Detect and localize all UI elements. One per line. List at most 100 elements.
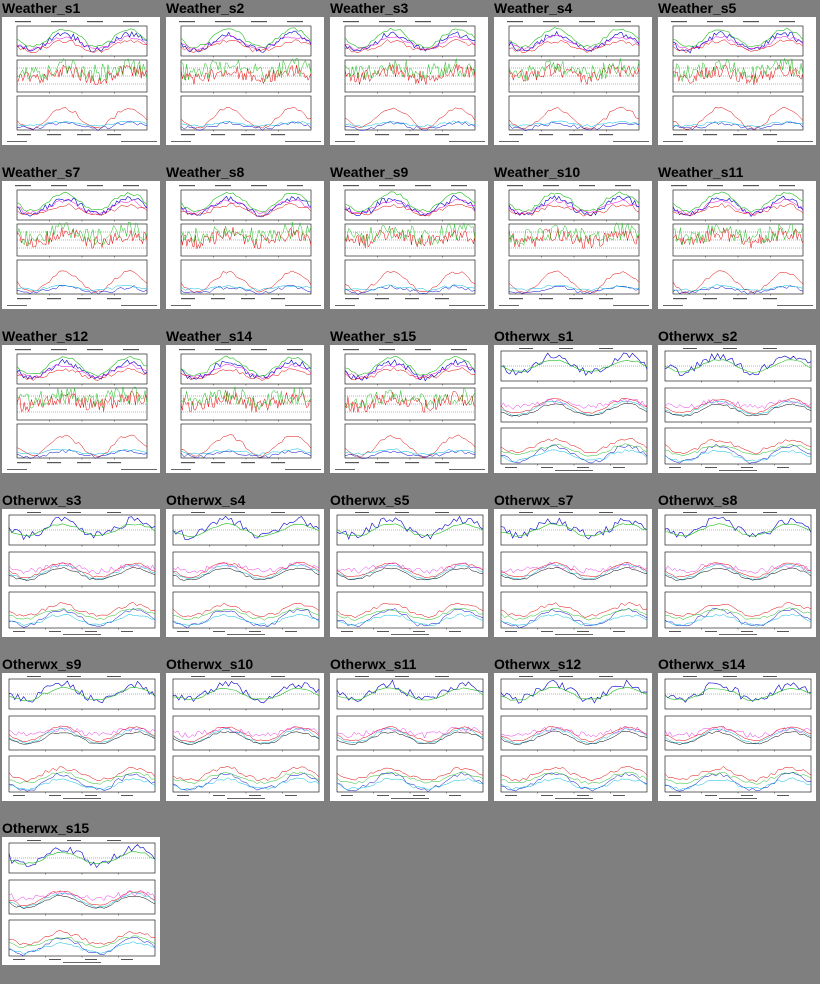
thumbnail-card[interactable]: Otherwx_s1 (492, 328, 656, 492)
thumbnail-image[interactable] (494, 17, 652, 145)
thumbnail-image[interactable] (2, 345, 160, 473)
thumbnail-image[interactable] (166, 509, 324, 637)
weather-plot-graphic (663, 185, 813, 306)
thumbnail-title[interactable]: Otherwx_s2 (658, 328, 738, 344)
thumbnail-card[interactable]: Otherwx_s14 (656, 656, 820, 820)
thumbnail-image[interactable] (494, 509, 652, 637)
thumbnail-image[interactable] (2, 673, 160, 801)
weather-plot-graphic (335, 349, 485, 470)
weather-plot-graphic (8, 512, 156, 635)
thumbnail-title[interactable]: Weather_s3 (330, 0, 409, 16)
thumbnail-image[interactable] (2, 837, 160, 965)
thumbnail-image[interactable] (166, 181, 324, 309)
thumbnail-title[interactable]: Weather_s11 (658, 164, 744, 180)
thumbnail-image[interactable] (658, 509, 816, 637)
thumbnail-title[interactable]: Weather_s9 (330, 164, 409, 180)
thumbnail-image[interactable] (330, 17, 488, 145)
thumbnail-image[interactable] (166, 673, 324, 801)
thumbnail-image[interactable] (166, 345, 324, 473)
weather-plot-graphic (7, 185, 157, 306)
thumbnail-image[interactable] (2, 17, 160, 145)
thumbnail-card[interactable]: Weather_s8 (164, 164, 328, 328)
thumbnail-title[interactable]: Otherwx_s5 (330, 492, 410, 508)
weather-plot-graphic (172, 676, 320, 799)
weather-plot-graphic (171, 349, 321, 470)
thumbnail-image[interactable] (166, 17, 324, 145)
thumbnail-title[interactable]: Weather_s12 (2, 328, 89, 344)
thumbnail-card[interactable]: Weather_s7 (0, 164, 164, 328)
thumbnail-card[interactable]: Weather_s1 (0, 0, 164, 164)
thumbnail-image[interactable] (494, 345, 652, 473)
thumbnail-card[interactable]: Otherwx_s10 (164, 656, 328, 820)
weather-plot-graphic (336, 676, 484, 799)
thumbnail-card[interactable]: Otherwx_s2 (656, 328, 820, 492)
thumbnail-card[interactable]: Otherwx_s15 (0, 820, 164, 984)
thumbnail-title[interactable]: Otherwx_s1 (494, 328, 574, 344)
weather-plot-graphic (8, 840, 156, 963)
thumbnail-image[interactable] (658, 181, 816, 309)
thumbnail-card[interactable]: Weather_s14 (164, 328, 328, 492)
thumbnail-image[interactable] (494, 673, 652, 801)
weather-plot-graphic (500, 512, 648, 635)
thumbnail-card[interactable]: Weather_s5 (656, 0, 820, 164)
weather-plot-graphic (8, 676, 156, 799)
weather-plot-graphic (500, 676, 648, 799)
thumbnail-image[interactable] (658, 17, 816, 145)
thumbnail-image[interactable] (330, 181, 488, 309)
weather-plot-graphic (335, 185, 485, 306)
thumbnail-image[interactable] (2, 181, 160, 309)
thumbnail-image[interactable] (658, 673, 816, 801)
thumbnail-title[interactable]: Weather_s8 (166, 164, 245, 180)
thumbnail-image[interactable] (330, 509, 488, 637)
thumbnail-image[interactable] (2, 509, 160, 637)
thumbnail-card[interactable]: Weather_s10 (492, 164, 656, 328)
thumbnail-image[interactable] (494, 181, 652, 309)
thumbnail-card[interactable]: Weather_s3 (328, 0, 492, 164)
thumbnail-title[interactable]: Weather_s4 (494, 0, 573, 16)
thumbnail-card[interactable]: Otherwx_s9 (0, 656, 164, 820)
thumbnail-title[interactable]: Otherwx_s8 (658, 492, 738, 508)
thumbnail-title[interactable]: Otherwx_s4 (166, 492, 246, 508)
thumbnail-image[interactable] (330, 673, 488, 801)
thumbnail-title[interactable]: Weather_s1 (2, 0, 81, 16)
weather-plot-graphic (499, 185, 649, 306)
thumbnail-card[interactable]: Otherwx_s4 (164, 492, 328, 656)
thumbnail-title[interactable]: Otherwx_s11 (330, 656, 417, 672)
thumbnail-title[interactable]: Weather_s2 (166, 0, 245, 16)
weather-plot-graphic (500, 348, 648, 471)
weather-plot-graphic (7, 21, 157, 142)
thumbnail-card[interactable]: Weather_s12 (0, 328, 164, 492)
thumbnail-card[interactable]: Otherwx_s12 (492, 656, 656, 820)
thumbnail-card[interactable]: Otherwx_s3 (0, 492, 164, 656)
thumbnail-title[interactable]: Otherwx_s15 (2, 820, 90, 836)
thumbnail-image[interactable] (330, 345, 488, 473)
thumbnail-title[interactable]: Weather_s14 (166, 328, 253, 344)
thumbnail-title[interactable]: Otherwx_s3 (2, 492, 82, 508)
thumbnail-title[interactable]: Otherwx_s10 (166, 656, 254, 672)
thumbnail-card[interactable]: Otherwx_s8 (656, 492, 820, 656)
weather-plot-graphic (499, 21, 649, 142)
thumbnail-card[interactable]: Weather_s11 (656, 164, 820, 328)
weather-plot-graphic (663, 21, 813, 142)
thumbnail-card[interactable]: Weather_s9 (328, 164, 492, 328)
thumbnail-title[interactable]: Weather_s10 (494, 164, 581, 180)
thumbnail-title[interactable]: Otherwx_s7 (494, 492, 574, 508)
thumbnail-title[interactable]: Otherwx_s14 (658, 656, 746, 672)
thumbnail-title[interactable]: Weather_s15 (330, 328, 417, 344)
thumbnail-title[interactable]: Weather_s5 (658, 0, 737, 16)
weather-plot-graphic (664, 348, 812, 471)
weather-plot-graphic (171, 185, 321, 306)
weather-plot-graphic (664, 676, 812, 799)
thumbnail-card[interactable]: Weather_s2 (164, 0, 328, 164)
weather-plot-graphic (172, 512, 320, 635)
thumbnail-card[interactable]: Otherwx_s7 (492, 492, 656, 656)
thumbnail-card[interactable]: Weather_s15 (328, 328, 492, 492)
weather-plot-graphic (336, 512, 484, 635)
thumbnail-title[interactable]: Otherwx_s12 (494, 656, 582, 672)
thumbnail-title[interactable]: Weather_s7 (2, 164, 81, 180)
thumbnail-card[interactable]: Otherwx_s11 (328, 656, 492, 820)
thumbnail-image[interactable] (658, 345, 816, 473)
thumbnail-title[interactable]: Otherwx_s9 (2, 656, 82, 672)
thumbnail-card[interactable]: Weather_s4 (492, 0, 656, 164)
thumbnail-card[interactable]: Otherwx_s5 (328, 492, 492, 656)
